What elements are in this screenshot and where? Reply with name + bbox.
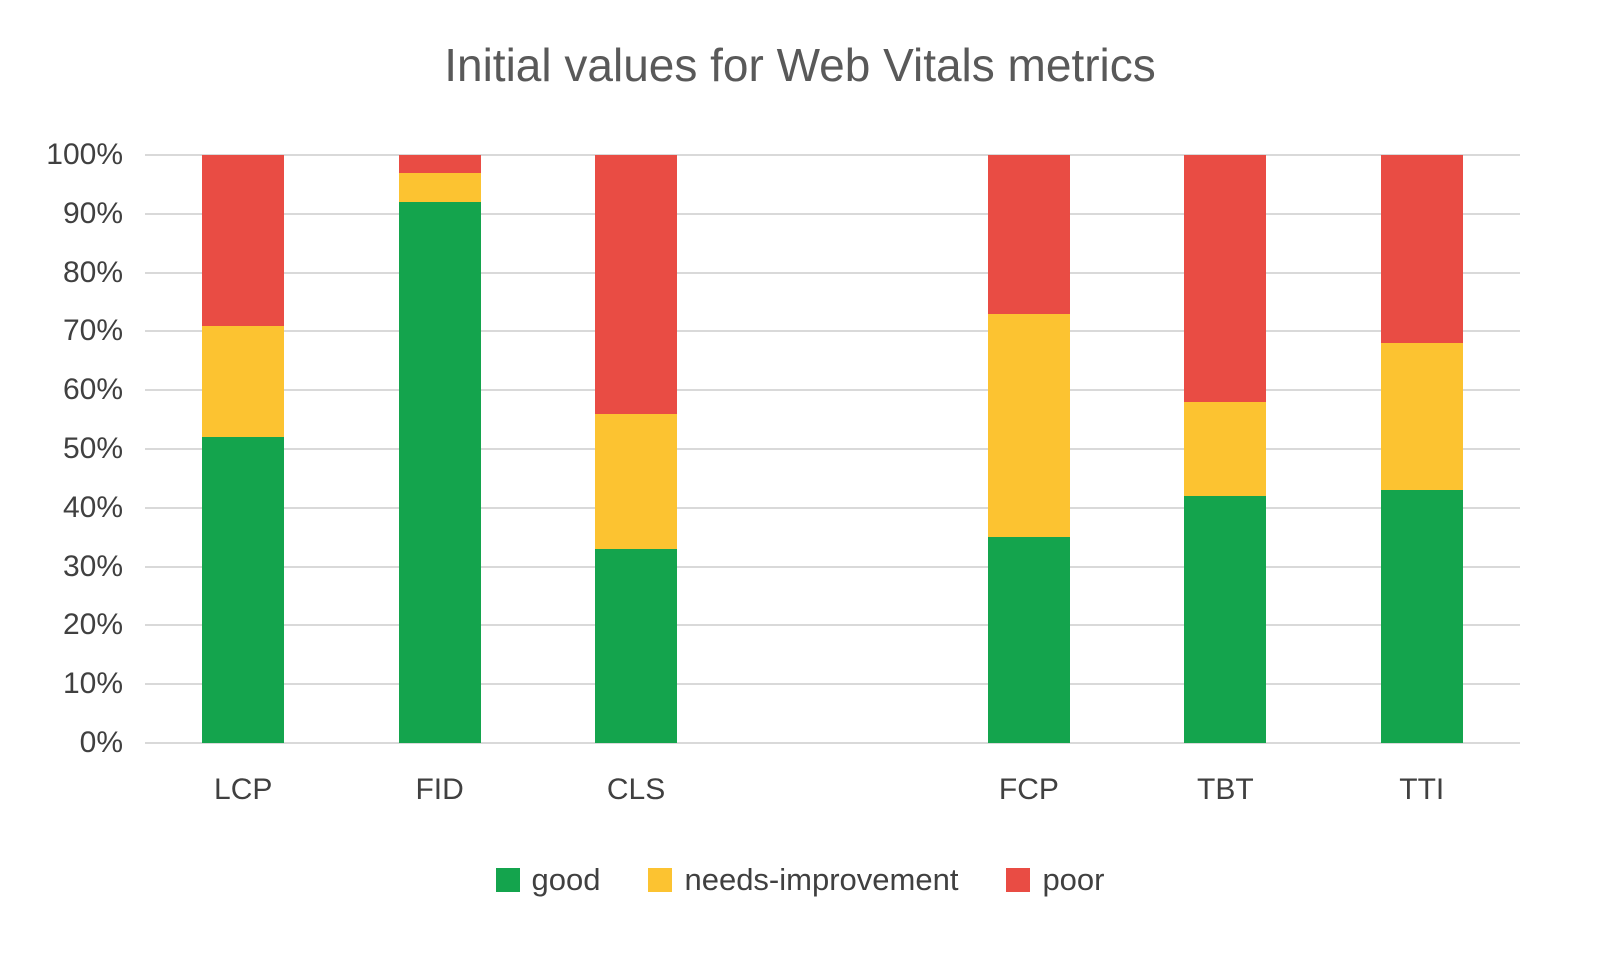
legend-swatch-needs-improvement xyxy=(648,868,673,892)
bar-CLS-poor xyxy=(595,155,678,414)
bar-TTI-poor xyxy=(1380,155,1463,344)
legend-item-poor: poor xyxy=(1006,862,1104,898)
x-tick-label-TTI: TTI xyxy=(1399,773,1445,806)
legend: good needs-improvement poor xyxy=(0,862,1600,898)
bar-TBT-poor xyxy=(1184,155,1267,402)
gridline-0 xyxy=(145,742,1520,744)
gridline-10 xyxy=(145,683,1520,686)
bar-TBT-needs-improvement xyxy=(1184,401,1267,497)
gridline-90 xyxy=(145,212,1520,215)
legend-swatch-good xyxy=(495,868,520,892)
x-tick-label-TBT: TBT xyxy=(1197,773,1254,806)
bar-FID-poor xyxy=(398,155,481,173)
bar-FCP-needs-improvement xyxy=(987,313,1070,538)
gridline-100 xyxy=(145,154,1520,156)
bar-FID-good xyxy=(398,202,481,743)
legend-item-good: good xyxy=(495,862,601,898)
bar-TTI-good xyxy=(1380,490,1463,743)
x-tick-label-LCP: LCP xyxy=(214,773,273,806)
bar-LCP-needs-improvement xyxy=(202,325,285,438)
bar-FID-needs-improvement xyxy=(398,172,481,203)
legend-label-needs-improvement: needs-improvement xyxy=(684,862,959,897)
bar-LCP-good xyxy=(202,437,285,743)
x-tick-label-CLS: CLS xyxy=(606,773,666,806)
chart-title: Initial values for Web Vitals metrics xyxy=(444,39,1156,91)
y-tick-label: 30% xyxy=(62,549,123,583)
gridline-20 xyxy=(145,624,1520,627)
y-tick-label: 20% xyxy=(62,608,123,642)
legend-label-good: good xyxy=(531,862,601,897)
y-tick-label: 50% xyxy=(62,432,123,465)
bar-FCP-poor xyxy=(987,155,1070,314)
y-tick-label: 100% xyxy=(46,138,123,171)
gridline-70 xyxy=(145,330,1520,333)
gridline-40 xyxy=(145,506,1520,509)
y-tick-label: 70% xyxy=(62,314,123,348)
legend-item-needs-improvement: needs-improvement xyxy=(648,862,958,898)
x-tick-label-FID: FID xyxy=(415,773,464,806)
gridline-80 xyxy=(145,271,1520,274)
y-tick-label: 80% xyxy=(62,255,123,289)
y-tick-label: 0% xyxy=(79,726,123,759)
legend-label-poor: poor xyxy=(1042,862,1105,897)
bar-FCP-good xyxy=(987,537,1070,743)
bar-LCP-poor xyxy=(202,155,285,326)
bar-TBT-good xyxy=(1184,496,1267,743)
y-tick-label: 60% xyxy=(62,373,123,407)
gridline-50 xyxy=(145,448,1520,450)
gridline-60 xyxy=(145,389,1520,392)
x-tick-label-FCP: FCP xyxy=(998,773,1059,806)
bar-CLS-needs-improvement xyxy=(595,413,678,549)
y-tick-label: 40% xyxy=(62,490,123,524)
bar-TTI-needs-improvement xyxy=(1380,343,1463,491)
bar-CLS-good xyxy=(595,548,678,743)
legend-swatch-poor xyxy=(1006,868,1031,892)
gridline-30 xyxy=(145,565,1520,568)
y-tick-label: 10% xyxy=(62,667,123,701)
y-tick-label: 90% xyxy=(62,196,123,230)
